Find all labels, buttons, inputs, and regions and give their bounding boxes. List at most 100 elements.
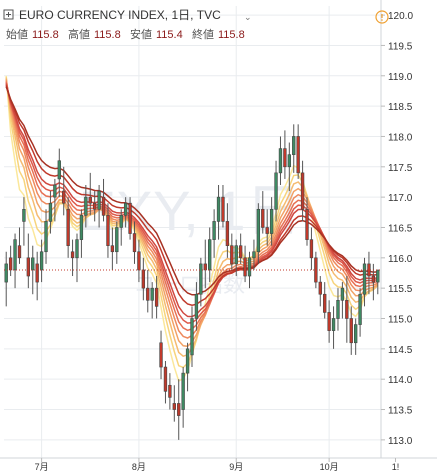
candle-body	[146, 287, 150, 301]
ohlc-label: 高値	[68, 27, 90, 41]
x-tick-label: 1!	[392, 462, 400, 472]
candle	[177, 379, 181, 440]
ohlc-value: 115.8	[32, 29, 59, 41]
candle	[353, 318, 358, 355]
y-tick-label: 120.0	[388, 11, 413, 22]
candle	[274, 160, 278, 222]
ohlc-label: 安値	[130, 27, 152, 41]
candle-body	[203, 263, 207, 271]
candle-body	[154, 287, 159, 307]
candle	[146, 269, 150, 313]
candle-body	[57, 160, 61, 180]
candle-body	[208, 239, 212, 271]
candle	[168, 373, 172, 410]
symbol-title[interactable]: EURO CURRENCY INDEX, 1日, TVC	[19, 8, 221, 22]
candle	[349, 306, 353, 355]
x-tick-label: 7月	[35, 462, 49, 472]
candle	[225, 203, 230, 258]
candle	[234, 239, 238, 277]
candle-body	[243, 257, 247, 277]
candle-body	[300, 172, 305, 210]
candle-body	[128, 202, 132, 234]
candle-body	[278, 148, 283, 174]
candle	[327, 300, 331, 343]
candle	[154, 276, 159, 319]
candle	[252, 239, 256, 270]
candle-body	[362, 263, 367, 295]
y-tick-label: 115.5	[388, 284, 413, 295]
candle-body	[287, 154, 291, 168]
candle	[150, 282, 154, 319]
candle-body	[119, 215, 123, 228]
candle	[314, 251, 318, 289]
candle	[137, 239, 141, 283]
candle	[300, 160, 305, 222]
candle	[331, 306, 336, 349]
candle	[70, 239, 75, 277]
ohlc-label: 始値	[6, 27, 28, 41]
candle	[48, 191, 53, 234]
candle-body	[327, 312, 331, 331]
candle	[13, 233, 17, 289]
candle	[97, 185, 101, 228]
candle-body	[283, 148, 287, 168]
candle	[309, 227, 314, 270]
candle	[287, 142, 291, 192]
candle-body	[292, 136, 296, 155]
candle	[194, 282, 199, 331]
candle	[190, 306, 194, 368]
candle	[106, 203, 110, 258]
candle-body	[221, 196, 225, 222]
candle	[318, 276, 322, 307]
candle	[261, 191, 265, 234]
candle	[283, 130, 287, 179]
candle	[84, 185, 88, 228]
candle	[62, 166, 66, 216]
candle-body	[371, 275, 376, 283]
collapse-icon[interactable]	[3, 9, 14, 20]
y-tick-label: 117.0	[388, 193, 413, 204]
candle	[323, 282, 327, 319]
candle	[336, 288, 340, 331]
candle	[93, 191, 97, 222]
candle	[296, 124, 300, 179]
candle-body	[93, 202, 97, 210]
candle-body	[336, 299, 340, 319]
ohlc-value: 115.8	[94, 29, 121, 41]
candle-body	[137, 251, 141, 271]
candle	[66, 197, 70, 258]
candle	[230, 233, 234, 270]
y-tick-label: 114.5	[388, 345, 413, 356]
candle	[39, 239, 44, 283]
alert-icon[interactable]	[375, 10, 389, 24]
ohlc-label: 終値	[192, 27, 214, 41]
candle	[123, 197, 128, 228]
symbol-dropdown-chevron[interactable]: ⌄	[244, 13, 252, 23]
y-tick-label: 115.0	[388, 315, 413, 326]
candle-body	[110, 245, 115, 253]
candle	[185, 342, 190, 392]
candle-body	[84, 196, 88, 216]
ohlc-value: 115.8	[218, 29, 245, 41]
candle-body	[53, 184, 57, 198]
candle-body	[199, 263, 203, 295]
candle	[269, 197, 274, 246]
candle	[212, 209, 216, 258]
candle-body	[70, 251, 75, 259]
candle-body	[261, 208, 265, 228]
candle-body	[238, 245, 243, 259]
candle-body	[101, 196, 106, 216]
candle-body	[35, 263, 39, 283]
y-tick-label: 113.0	[388, 436, 413, 447]
candle-body	[353, 324, 358, 344]
candle	[57, 148, 61, 198]
candle	[53, 178, 57, 222]
candle-body	[216, 196, 221, 222]
candle-body	[88, 196, 92, 204]
candle-body	[247, 257, 252, 277]
candle	[181, 367, 185, 428]
candle-body	[256, 208, 261, 253]
candle-body	[79, 215, 84, 240]
candle-body	[163, 366, 168, 392]
